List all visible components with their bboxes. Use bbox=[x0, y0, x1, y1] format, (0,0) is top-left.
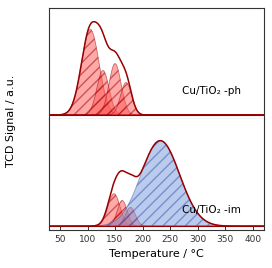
Text: TCD Signal / a.u.: TCD Signal / a.u. bbox=[6, 75, 16, 167]
X-axis label: Temperature / °C: Temperature / °C bbox=[109, 248, 204, 259]
Text: Cu/TiO₂ -ph: Cu/TiO₂ -ph bbox=[182, 87, 241, 96]
Text: Cu/TiO₂ -im: Cu/TiO₂ -im bbox=[182, 206, 241, 215]
